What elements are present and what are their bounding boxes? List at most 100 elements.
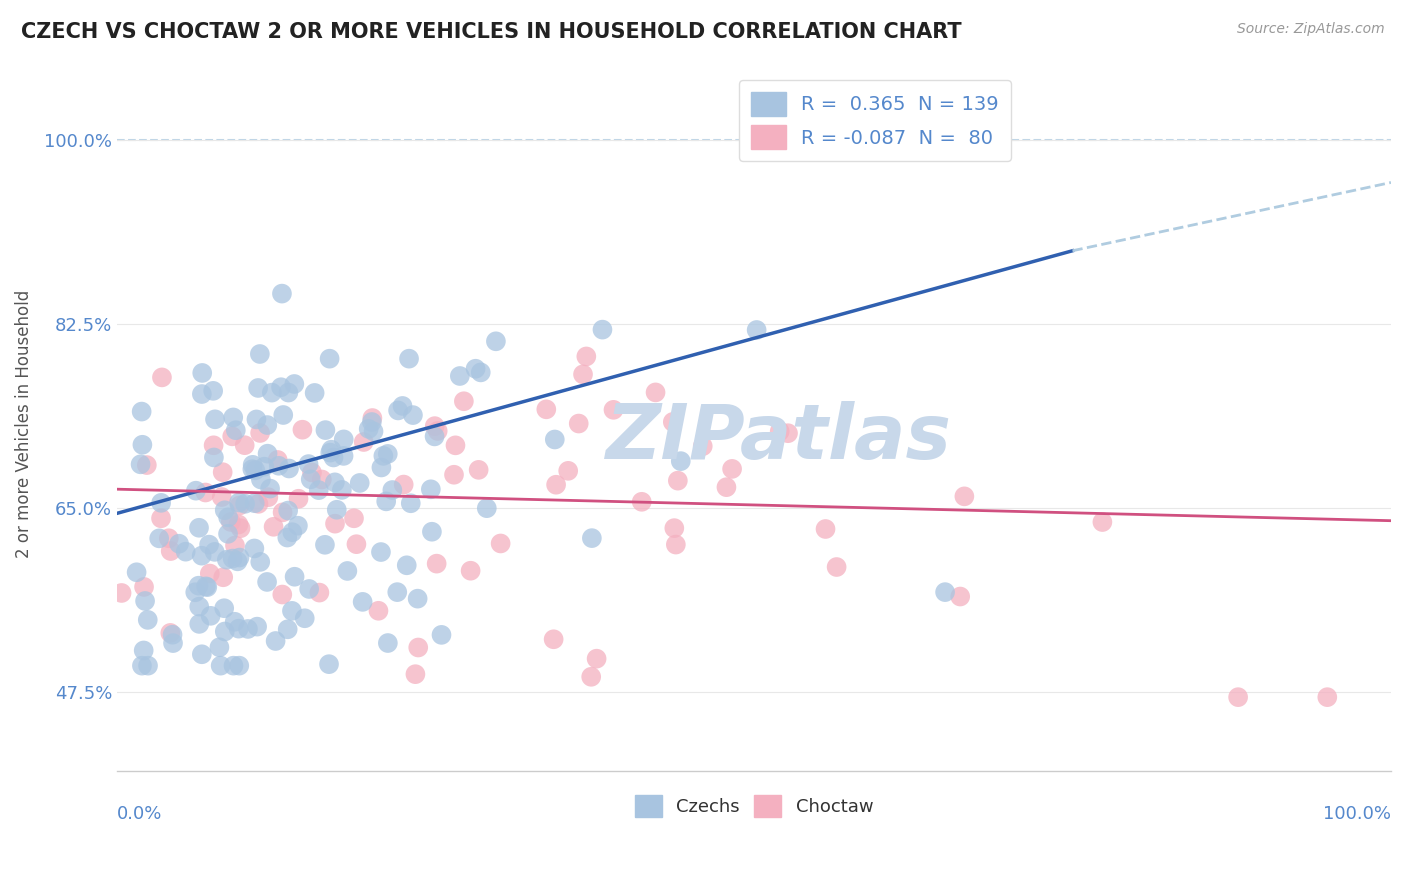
Point: [343, 511, 366, 525]
Point: [825, 560, 848, 574]
Point: [291, 423, 314, 437]
Point: [814, 522, 837, 536]
Point: [190, 549, 212, 563]
Point: [245, 412, 267, 426]
Point: [198, 538, 221, 552]
Point: [332, 449, 354, 463]
Point: [225, 423, 247, 437]
Point: [449, 369, 471, 384]
Point: [443, 467, 465, 482]
Point: [256, 447, 278, 461]
Point: [271, 286, 294, 301]
Point: [404, 667, 426, 681]
Point: [776, 426, 799, 441]
Point: [934, 585, 956, 599]
Point: [591, 323, 613, 337]
Point: [277, 623, 299, 637]
Point: [191, 647, 214, 661]
Point: [200, 608, 222, 623]
Point: [150, 511, 173, 525]
Point: [581, 531, 603, 545]
Point: [323, 475, 346, 490]
Point: [395, 558, 418, 573]
Point: [132, 643, 155, 657]
Point: [692, 439, 714, 453]
Point: [228, 495, 250, 509]
Point: [277, 385, 299, 400]
Point: [460, 564, 482, 578]
Point: [184, 585, 207, 599]
Point: [224, 615, 246, 629]
Point: [260, 385, 283, 400]
Point: [270, 380, 292, 394]
Point: [267, 458, 290, 473]
Point: [402, 408, 425, 422]
Point: [240, 462, 263, 476]
Point: [219, 515, 242, 529]
Point: [283, 376, 305, 391]
Point: [1091, 515, 1114, 529]
Point: [191, 366, 214, 380]
Point: [311, 473, 333, 487]
Point: [361, 411, 384, 425]
Point: [246, 619, 269, 633]
Point: [745, 323, 768, 337]
Point: [326, 502, 349, 516]
Point: [188, 521, 211, 535]
Point: [110, 586, 132, 600]
Point: [281, 525, 304, 540]
Point: [245, 463, 267, 477]
Point: [271, 408, 294, 422]
Point: [135, 458, 157, 472]
Point: [243, 496, 266, 510]
Point: [188, 616, 211, 631]
Point: [264, 634, 287, 648]
Point: [157, 531, 180, 545]
Point: [256, 418, 278, 433]
Point: [314, 538, 336, 552]
Point: [211, 465, 233, 479]
Point: [322, 450, 344, 465]
Point: [579, 670, 602, 684]
Point: [242, 458, 264, 472]
Point: [336, 564, 359, 578]
Point: [233, 497, 256, 511]
Point: [174, 544, 197, 558]
Point: [249, 555, 271, 569]
Point: [222, 658, 245, 673]
Point: [387, 403, 409, 417]
Text: 100.0%: 100.0%: [1323, 805, 1391, 823]
Point: [191, 387, 214, 401]
Point: [194, 579, 217, 593]
Point: [367, 604, 389, 618]
Point: [349, 475, 371, 490]
Point: [208, 640, 231, 655]
Point: [391, 399, 413, 413]
Text: 0.0%: 0.0%: [117, 805, 162, 823]
Point: [318, 657, 340, 672]
Point: [202, 438, 225, 452]
Point: [202, 384, 225, 398]
Point: [353, 435, 375, 450]
Point: [444, 438, 467, 452]
Point: [221, 429, 243, 443]
Point: [1227, 690, 1250, 705]
Point: [297, 457, 319, 471]
Point: [247, 497, 270, 511]
Point: [308, 585, 330, 599]
Point: [420, 524, 443, 539]
Point: [399, 496, 422, 510]
Point: [321, 442, 343, 457]
Point: [243, 541, 266, 556]
Point: [276, 531, 298, 545]
Point: [301, 466, 323, 480]
Point: [150, 496, 173, 510]
Point: [229, 521, 252, 535]
Point: [159, 544, 181, 558]
Point: [162, 628, 184, 642]
Point: [215, 552, 238, 566]
Point: [187, 579, 209, 593]
Point: [198, 566, 221, 581]
Point: [271, 588, 294, 602]
Point: [769, 425, 792, 439]
